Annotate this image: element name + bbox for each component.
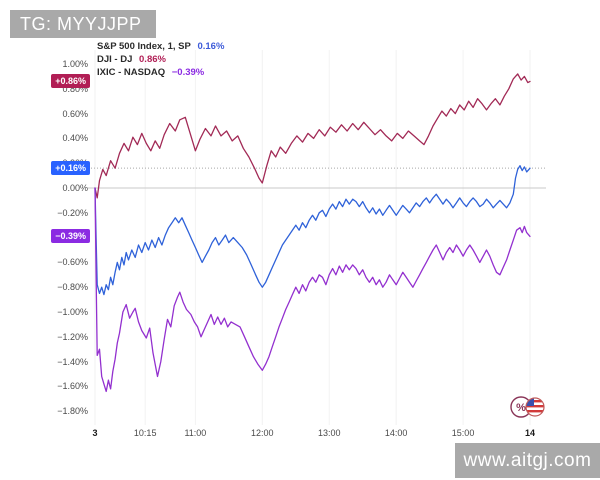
legend-item-sp500[interactable]: S&P 500 Index, 1, SP 0.16% [97,40,224,53]
y-axis-tick: 0.80% [62,83,88,94]
svg-text:%: % [516,402,526,414]
y-axis-tick: −1.00% [57,307,88,317]
y-axis-tick: −0.60% [57,257,88,268]
legend-value: 0.86% [139,54,166,65]
legend-item-dji[interactable]: DJI - DJ 0.86% [97,53,224,66]
y-axis-tick: 1.00% [62,59,88,69]
x-axis-tick: 13:00 [317,428,341,438]
chart-legend: S&P 500 Index, 1, SP 0.16% DJI - DJ 0.86… [97,40,224,79]
chart-pane[interactable] [88,46,546,426]
series-line-nasdaq [94,187,531,393]
series-line-sp [94,165,531,296]
x-axis-tick: 11:00 [184,428,207,438]
x-axis-tick: 10:15 [133,428,157,438]
y-axis-tick: −0.80% [57,282,88,293]
y-axis-tick: 0.40% [62,133,88,144]
brand-logo-icon: % [510,396,545,418]
legend-label: IXIC - NASDAQ [97,67,166,78]
x-axis-tick: 12:00 [251,428,274,438]
x-axis-tick: 14:00 [384,428,408,438]
y-axis-tick: −0.20% [57,207,88,218]
watermark-bar: www.aitgj.com [455,443,600,478]
x-axis-tick: 3 [92,428,98,438]
x-axis-tick: 14 [524,428,536,438]
x-axis-tick: 15:00 [451,428,475,438]
legend-item-ixic[interactable]: IXIC - NASDAQ −0.39% [97,66,224,79]
y-axis-tick: −1.20% [57,331,88,342]
watermark-text: www.aitgj.com [463,449,592,471]
price-badge: +0.86% [51,74,90,89]
y-axis-tick: −1.80% [57,406,88,417]
legend-value: −0.39% [171,67,205,78]
price-badge: −0.39% [51,229,90,244]
y-axis-tick: −1.60% [57,381,88,392]
y-axis-tick: 0.60% [62,108,88,119]
price-badge: +0.16% [51,161,90,176]
legend-label: DJI - DJ [97,54,133,65]
legend-value: 0.16% [197,41,225,52]
y-axis-tick: −1.40% [57,356,88,367]
header-channel-text: TG: MYYJJPP [20,14,142,34]
y-axis-tick: 0.00% [62,183,88,193]
header-channel-badge: TG: MYYJJPP [10,10,156,38]
series-line-dj [94,73,531,199]
legend-label: S&P 500 Index, 1, SP [97,41,191,52]
